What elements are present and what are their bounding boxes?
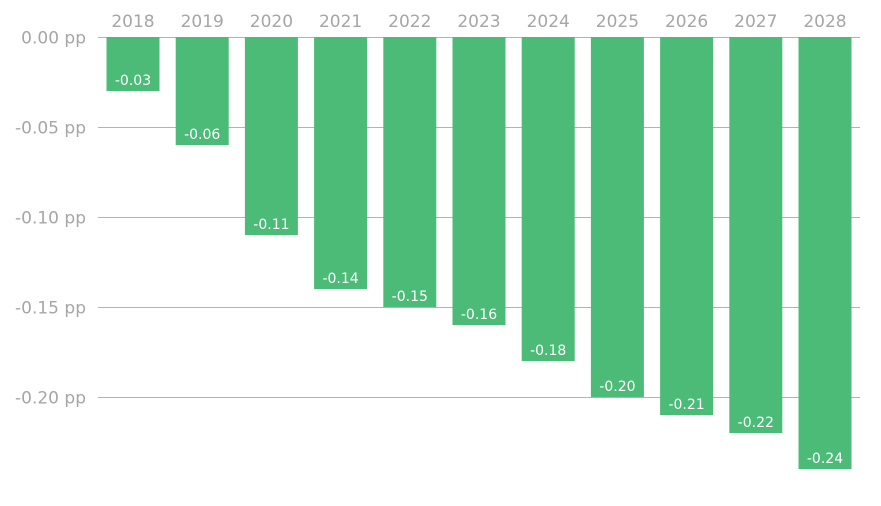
bar-value-label: -0.22 <box>738 415 774 431</box>
x-tick-label: 2026 <box>665 12 708 32</box>
y-tick-label: -0.20 pp <box>15 389 86 409</box>
bar-value-label: -0.21 <box>668 397 704 413</box>
bar <box>452 37 506 325</box>
y-tick-label: -0.05 pp <box>15 119 86 139</box>
bar <box>660 37 714 415</box>
x-tick-label: 2022 <box>388 12 431 32</box>
bar-value-label: -0.24 <box>807 451 843 467</box>
bar-value-label: -0.16 <box>461 307 497 323</box>
bar <box>798 37 852 469</box>
bar <box>590 37 644 397</box>
y-axis-ticks: 0.00 pp -0.05 pp -0.10 pp -0.15 pp -0.20 pp <box>15 29 86 409</box>
y-tick-label: -0.15 pp <box>15 299 86 319</box>
bar <box>729 37 783 433</box>
x-tick-label: 2028 <box>803 12 846 32</box>
bar <box>521 37 575 361</box>
bar <box>314 37 368 289</box>
bar-value-label: -0.03 <box>115 73 151 89</box>
y-tick-label: -0.10 pp <box>15 209 86 229</box>
x-tick-label: 2021 <box>319 12 362 32</box>
bar-value-label: -0.15 <box>392 289 428 305</box>
x-tick-label: 2024 <box>527 12 570 32</box>
bar <box>175 37 229 145</box>
x-tick-label: 2018 <box>111 12 154 32</box>
bar <box>383 37 437 307</box>
x-tick-label: 2019 <box>181 12 224 32</box>
x-axis-ticks: 2018 2019 2020 2021 2022 2023 2024 2025 2026 2027… <box>111 12 846 32</box>
bar-value-label: -0.14 <box>322 271 358 287</box>
bars <box>106 37 852 469</box>
x-tick-label: 2020 <box>250 12 293 32</box>
x-tick-label: 2025 <box>596 12 639 32</box>
bar <box>106 37 160 91</box>
bar-value-label: -0.20 <box>599 379 635 395</box>
bar-value-label: -0.06 <box>184 127 220 143</box>
x-tick-label: 2023 <box>457 12 500 32</box>
x-tick-label: 2027 <box>734 12 777 32</box>
y-tick-label: 0.00 pp <box>21 29 86 49</box>
bar-value-label: -0.18 <box>530 343 566 359</box>
bar-value-label: -0.11 <box>253 217 289 233</box>
bar-value-labels: -0.03 -0.06 -0.11 -0.14 -0.15 -0.16 -0.18 -0.20… <box>115 73 843 467</box>
bar <box>244 37 298 235</box>
